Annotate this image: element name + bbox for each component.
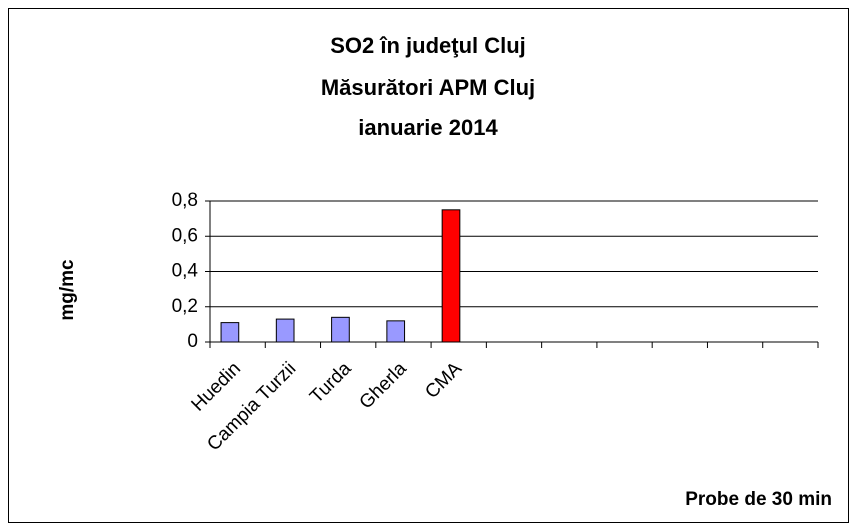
y-tick-label: 0,2 xyxy=(172,296,198,317)
chart-title: ianuarie 2014 xyxy=(358,115,498,140)
y-tick-label: 0 xyxy=(187,331,198,352)
bar xyxy=(441,209,461,343)
bar xyxy=(275,318,295,343)
y-tick-label: 0,4 xyxy=(172,261,199,282)
x-axis-label: Probe de 30 min xyxy=(685,489,832,510)
y-axis-label: mg/mc xyxy=(57,259,78,321)
bar xyxy=(386,320,406,343)
y-tick-label: 0,8 xyxy=(172,190,198,211)
bar xyxy=(220,322,240,343)
chart-title: Măsurători APM Cluj xyxy=(321,75,535,100)
y-tick-label: 0,6 xyxy=(172,225,198,246)
bar xyxy=(331,316,350,343)
chart-title: SO2 în judeţul Cluj xyxy=(330,33,526,58)
chart-frame xyxy=(8,8,849,523)
